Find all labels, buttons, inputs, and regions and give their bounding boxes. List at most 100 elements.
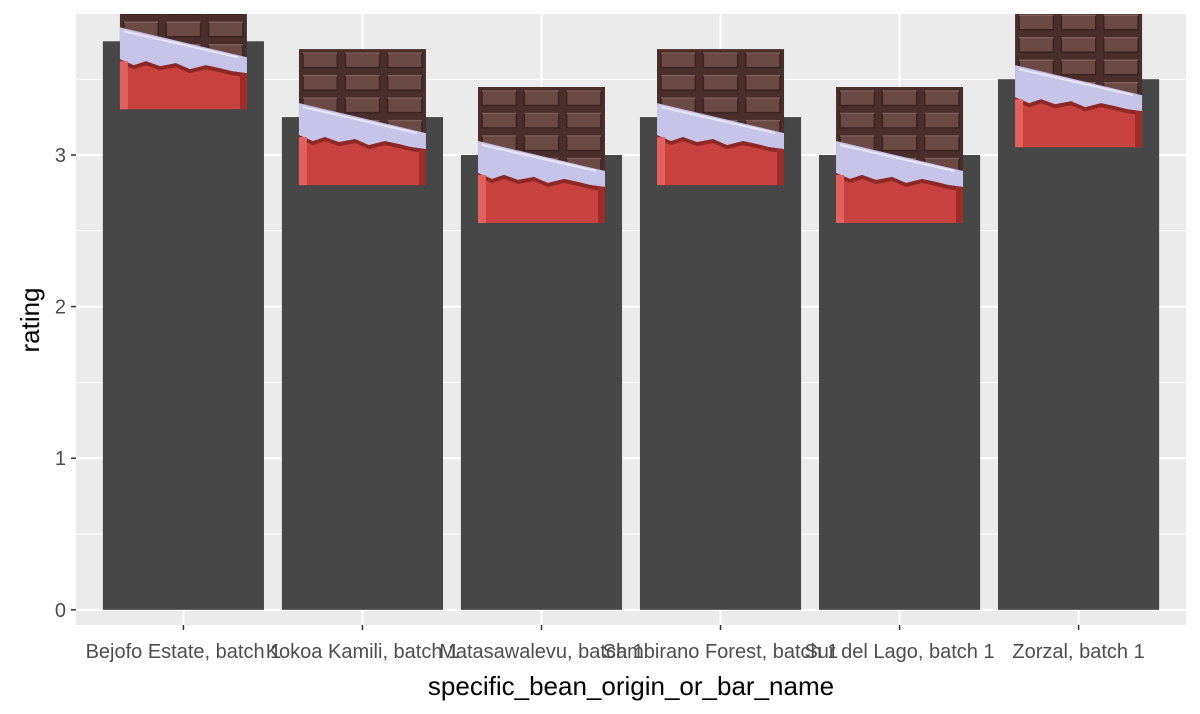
wrapper-edge bbox=[657, 135, 785, 154]
foil-wrap bbox=[657, 103, 785, 150]
chocolate-square bbox=[302, 52, 339, 69]
x-tick-label: Sur del Lago, batch 1 bbox=[804, 641, 994, 663]
foil-highlight bbox=[481, 144, 597, 172]
chocolate-bar-icon bbox=[298, 49, 426, 186]
chocolate-square bbox=[123, 14, 160, 16]
bar bbox=[818, 155, 981, 610]
chocolate-square bbox=[660, 74, 697, 91]
foil-wrap bbox=[477, 141, 605, 187]
chocolate-square bbox=[565, 135, 602, 152]
chocolate-square bbox=[207, 14, 244, 16]
y-axis-title: rating bbox=[15, 287, 45, 352]
chocolate-square bbox=[881, 112, 918, 129]
chocolate-square bbox=[1102, 59, 1139, 76]
chocolate-square bbox=[702, 52, 739, 69]
x-tick-label: Zorzal, batch 1 bbox=[1012, 641, 1144, 663]
red-wrapper bbox=[657, 135, 785, 186]
chocolate-square bbox=[481, 112, 518, 129]
x-tick-label: Sambirano Forest, batch 1 bbox=[603, 641, 839, 663]
wrapper-right-shadow bbox=[777, 149, 785, 186]
y-tick-label: 2 bbox=[55, 297, 66, 319]
chocolate-square bbox=[523, 90, 560, 107]
chocolate-square bbox=[744, 52, 781, 69]
chocolate-square bbox=[1060, 14, 1097, 31]
foil-highlight bbox=[839, 144, 955, 172]
x-tick-label: Kokoa Kamili, batch 1 bbox=[266, 641, 459, 663]
chocolate-square bbox=[344, 97, 381, 114]
chocolate-square bbox=[702, 74, 739, 91]
chocolate-square bbox=[660, 52, 697, 69]
wrapper-edge bbox=[1015, 97, 1143, 116]
chocolate-square bbox=[523, 135, 560, 152]
wrapper-edge bbox=[119, 59, 247, 78]
chocolate-square bbox=[386, 74, 423, 91]
chocolate-square bbox=[165, 14, 202, 16]
chocolate-square bbox=[565, 112, 602, 129]
y-tick-label: 0 bbox=[55, 600, 66, 622]
wrapper-right-shadow bbox=[597, 187, 605, 223]
chocolate-square bbox=[744, 74, 781, 91]
red-wrapper bbox=[298, 135, 426, 186]
foil-wrap bbox=[1015, 65, 1143, 112]
foil-highlight bbox=[660, 106, 776, 135]
wrapper-right-shadow bbox=[239, 73, 247, 110]
chocolate-square bbox=[881, 135, 918, 152]
chocolate-square bbox=[344, 52, 381, 69]
x-tick-label: Bejofo Estate, batch 1 bbox=[86, 641, 282, 663]
chocolate-square bbox=[839, 112, 876, 129]
chocolate-square bbox=[923, 135, 960, 152]
chocolate-square bbox=[923, 112, 960, 129]
bar bbox=[639, 117, 802, 610]
bar bbox=[102, 41, 264, 610]
wrapper-right-shadow bbox=[418, 149, 426, 186]
foil-wrap bbox=[836, 141, 964, 187]
red-wrapper bbox=[1015, 97, 1143, 148]
chocolate-square bbox=[165, 21, 202, 38]
chocolate-square bbox=[386, 52, 423, 69]
chocolate-square bbox=[881, 90, 918, 107]
chocolate-bar-icon bbox=[477, 87, 605, 223]
chocolate-bar-icon bbox=[657, 49, 785, 186]
chocolate-square bbox=[839, 90, 876, 107]
chocolate-square bbox=[1060, 59, 1097, 76]
bar bbox=[281, 117, 444, 610]
chocolate-square bbox=[923, 90, 960, 107]
chocolate-square bbox=[207, 21, 244, 38]
bar bbox=[460, 155, 623, 610]
foil-wrap bbox=[298, 103, 426, 150]
chocolate-square bbox=[1102, 36, 1139, 53]
wrapper-left-highlight bbox=[657, 137, 666, 186]
red-wrapper bbox=[119, 59, 247, 110]
foil-wrap bbox=[119, 27, 247, 74]
chocolate-square bbox=[1018, 14, 1055, 31]
red-wrapper bbox=[836, 173, 964, 223]
bar bbox=[998, 79, 1160, 610]
chocolate-square bbox=[702, 97, 739, 114]
chocolate-bar-icon bbox=[119, 14, 247, 110]
chocolate-icons bbox=[119, 14, 1143, 223]
wrapper-left-highlight bbox=[836, 175, 845, 223]
foil-highlight bbox=[123, 30, 239, 59]
chocolate-square bbox=[1018, 36, 1055, 53]
foil-highlight bbox=[302, 106, 418, 135]
x-tick-label: Matasawalevu, batch 1 bbox=[439, 641, 644, 663]
chocolate-bar-icon bbox=[836, 87, 964, 223]
wrapper-left-highlight bbox=[477, 175, 486, 223]
chocolate-square bbox=[481, 90, 518, 107]
bars bbox=[102, 41, 1160, 610]
wrapper-edge bbox=[298, 135, 426, 154]
chocolate-bar-icon bbox=[1015, 14, 1143, 148]
wrapper-edge bbox=[477, 173, 605, 191]
y-tick-label: 1 bbox=[55, 448, 66, 470]
chocolate-square bbox=[386, 97, 423, 114]
wrapper-edge bbox=[836, 173, 964, 191]
wrapper-left-highlight bbox=[119, 61, 128, 110]
wrapper-right-shadow bbox=[956, 187, 964, 223]
red-wrapper bbox=[477, 173, 605, 223]
wrapper-left-highlight bbox=[1015, 99, 1024, 148]
chocolate-square bbox=[523, 112, 560, 129]
x-axis-title: specific_bean_origin_or_bar_name bbox=[428, 671, 834, 701]
